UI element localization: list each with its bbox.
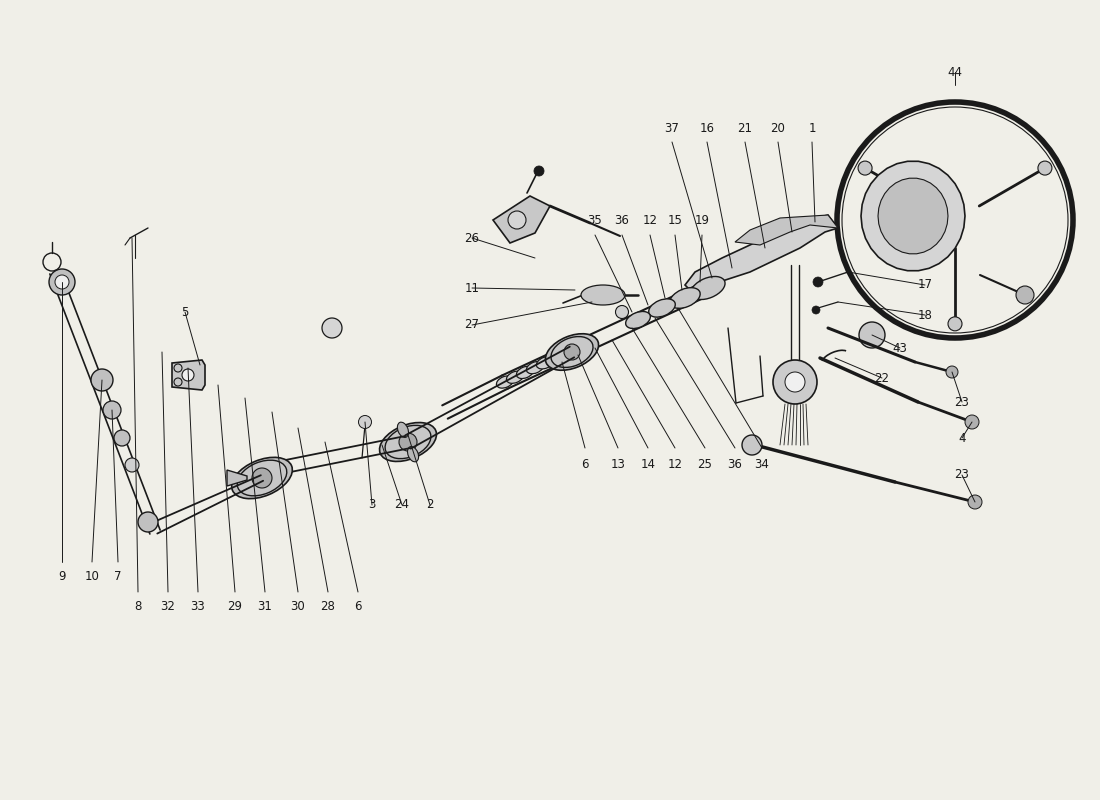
Circle shape xyxy=(103,401,121,419)
Circle shape xyxy=(813,277,823,287)
Circle shape xyxy=(773,360,817,404)
Ellipse shape xyxy=(385,426,431,458)
Text: 30: 30 xyxy=(290,601,306,614)
Circle shape xyxy=(742,435,762,455)
Text: 36: 36 xyxy=(727,458,742,470)
Ellipse shape xyxy=(691,277,725,299)
Circle shape xyxy=(91,369,113,391)
Text: 43: 43 xyxy=(892,342,907,354)
Text: 25: 25 xyxy=(697,458,713,470)
Text: 2: 2 xyxy=(427,498,433,511)
Circle shape xyxy=(359,415,372,429)
Circle shape xyxy=(182,369,194,381)
Ellipse shape xyxy=(581,285,625,305)
Text: 32: 32 xyxy=(161,601,175,614)
Ellipse shape xyxy=(496,376,514,388)
Ellipse shape xyxy=(238,460,287,496)
Circle shape xyxy=(812,306,820,314)
Circle shape xyxy=(785,372,805,392)
Circle shape xyxy=(948,317,962,331)
Circle shape xyxy=(1016,286,1034,304)
Text: 15: 15 xyxy=(668,214,682,227)
Circle shape xyxy=(965,415,979,429)
Ellipse shape xyxy=(546,334,598,370)
Text: 6: 6 xyxy=(581,458,589,470)
Text: 1: 1 xyxy=(808,122,816,134)
Text: 26: 26 xyxy=(464,231,480,245)
Ellipse shape xyxy=(547,352,563,364)
Text: 23: 23 xyxy=(955,395,969,409)
Circle shape xyxy=(399,433,417,451)
Circle shape xyxy=(858,161,872,175)
Text: 17: 17 xyxy=(917,278,933,291)
Polygon shape xyxy=(735,215,838,245)
Polygon shape xyxy=(493,196,550,243)
Circle shape xyxy=(50,269,75,295)
Text: 24: 24 xyxy=(395,498,409,511)
Circle shape xyxy=(508,211,526,229)
Text: 31: 31 xyxy=(257,601,273,614)
Text: 4: 4 xyxy=(958,431,966,445)
Ellipse shape xyxy=(670,288,701,308)
Text: 29: 29 xyxy=(228,601,242,614)
Text: 34: 34 xyxy=(755,458,769,470)
Text: 21: 21 xyxy=(737,122,752,134)
Text: 19: 19 xyxy=(694,214,710,227)
Text: 12: 12 xyxy=(642,214,658,227)
Circle shape xyxy=(946,366,958,378)
Polygon shape xyxy=(172,360,205,390)
Ellipse shape xyxy=(551,337,593,367)
Polygon shape xyxy=(861,162,965,270)
Ellipse shape xyxy=(506,371,524,383)
Text: 14: 14 xyxy=(640,458,656,470)
Ellipse shape xyxy=(537,357,553,369)
Ellipse shape xyxy=(232,458,293,498)
Circle shape xyxy=(252,468,272,488)
Polygon shape xyxy=(227,470,248,486)
Circle shape xyxy=(125,458,139,472)
Circle shape xyxy=(322,318,342,338)
Text: 10: 10 xyxy=(85,570,99,583)
Ellipse shape xyxy=(649,299,675,317)
Text: 9: 9 xyxy=(58,570,66,583)
Ellipse shape xyxy=(397,422,408,438)
Text: 37: 37 xyxy=(664,122,680,134)
Polygon shape xyxy=(878,178,948,254)
Text: 23: 23 xyxy=(955,469,969,482)
Circle shape xyxy=(138,512,158,532)
Text: 18: 18 xyxy=(917,309,933,322)
Ellipse shape xyxy=(407,446,419,462)
Text: 16: 16 xyxy=(700,122,715,134)
Text: 33: 33 xyxy=(190,601,206,614)
Text: 13: 13 xyxy=(610,458,626,470)
Text: 36: 36 xyxy=(615,214,629,227)
Text: 12: 12 xyxy=(668,458,682,470)
Text: 3: 3 xyxy=(368,498,376,511)
Circle shape xyxy=(564,344,580,360)
Text: 20: 20 xyxy=(771,122,785,134)
Circle shape xyxy=(616,306,628,318)
Text: 5: 5 xyxy=(182,306,189,318)
Circle shape xyxy=(534,166,544,176)
Ellipse shape xyxy=(516,366,534,378)
Text: 11: 11 xyxy=(464,282,480,294)
Circle shape xyxy=(859,322,886,348)
Text: 35: 35 xyxy=(587,214,603,227)
Text: 27: 27 xyxy=(464,318,480,331)
Circle shape xyxy=(968,495,982,509)
Ellipse shape xyxy=(626,311,650,329)
Circle shape xyxy=(55,275,69,289)
Ellipse shape xyxy=(379,422,437,462)
Circle shape xyxy=(1038,161,1052,175)
Text: 7: 7 xyxy=(114,570,122,583)
Text: 8: 8 xyxy=(134,601,142,614)
Text: 44: 44 xyxy=(947,66,962,78)
Polygon shape xyxy=(685,215,838,295)
Text: 6: 6 xyxy=(354,601,362,614)
Text: 28: 28 xyxy=(320,601,336,614)
Ellipse shape xyxy=(527,362,543,374)
Circle shape xyxy=(114,430,130,446)
Text: 22: 22 xyxy=(874,371,890,385)
